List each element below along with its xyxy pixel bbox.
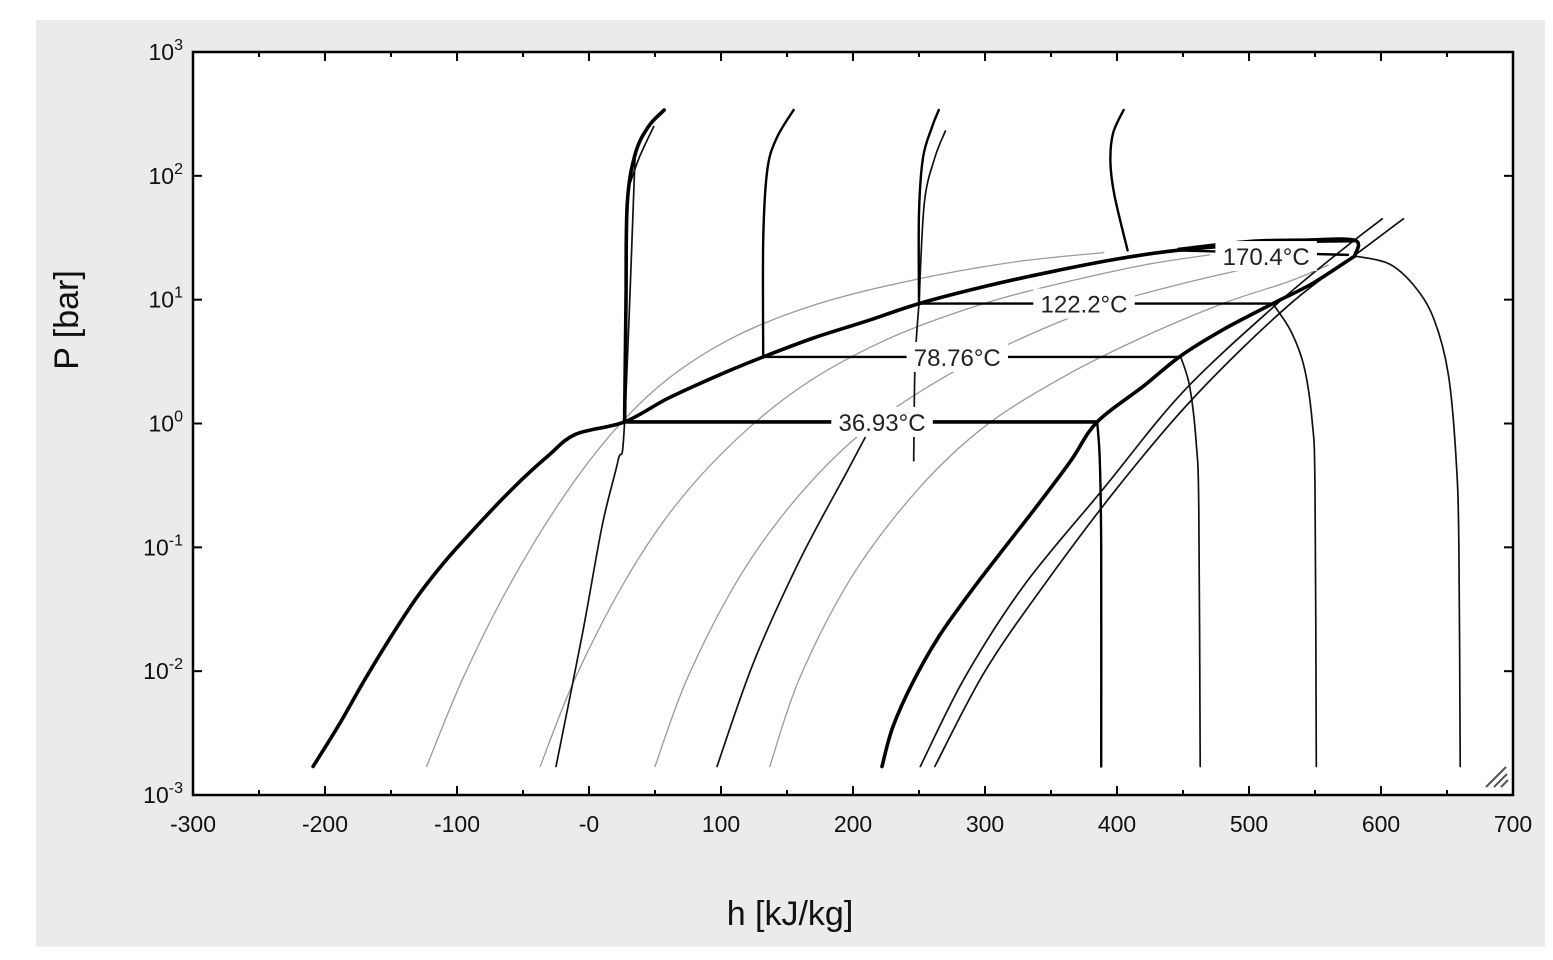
x-tick-label: 600: [1362, 811, 1400, 837]
y-tick-label: 10-1: [143, 532, 183, 560]
isotherm-label: 36.93°C: [839, 410, 926, 437]
isotherm-label: 170.4°C: [1223, 244, 1310, 271]
resize-grip-icon[interactable]: [1485, 766, 1509, 788]
isentrope-2-line: [716, 434, 868, 768]
isotherm-liquid-122.2C-line: [917, 108, 940, 305]
y-tick-label: 101: [149, 285, 184, 313]
isentrope-3b-line: [918, 130, 947, 305]
x-tick-label: -0: [579, 811, 599, 837]
vapor-isotherm-1-line: [1096, 420, 1103, 768]
x-tick-label: -300: [170, 811, 216, 837]
vapor-isotherm-4-line: [1353, 255, 1462, 768]
y-tick-label: 10-3: [143, 780, 183, 808]
y-tick-label: 100: [149, 409, 184, 437]
x-tick-label: 500: [1230, 811, 1268, 837]
quality-0.1-line: [425, 251, 1105, 768]
x-axis-title: h [kJ/kg]: [727, 895, 854, 933]
x-tick-label: 200: [834, 811, 872, 837]
isotherm-label-background: [1033, 288, 1135, 319]
y-tick-label: 10-2: [143, 656, 183, 684]
isotherm-liquid-36.93C-line: [622, 108, 666, 424]
x-tick-labels: -300 -200 -100 -0 100 200 300 400 500 600 700: [170, 811, 1532, 837]
isotherm-label-background: [831, 406, 933, 437]
x-tick-label: 100: [702, 811, 740, 837]
x-tick-label: 700: [1494, 811, 1532, 837]
isotherm-liquid-78.76C-line: [761, 108, 795, 359]
vapor-isotherm-3-line: [1271, 302, 1318, 768]
quality-0.7-line: [769, 264, 1329, 768]
y-axis-title: P [bar]: [48, 270, 86, 370]
isentrope-1-line: [555, 153, 637, 768]
isotherm-label-background: [906, 341, 1009, 372]
isentrope-vapor-1-line: [919, 217, 1384, 768]
vapor-isotherm-2-line: [1179, 355, 1202, 768]
isotherm-label-background: [1215, 241, 1317, 272]
x-tick-label: -100: [434, 811, 480, 837]
x-tick-label: 400: [1098, 811, 1136, 837]
y-tick-label: 103: [149, 37, 184, 65]
axis-ticks: [192, 51, 1514, 796]
isotherm-label-layer: 36.93°C 78.76°C 122.2°C 170.4°C: [831, 241, 1317, 437]
quality-0.5-line: [654, 264, 1263, 768]
isotherm-label: 122.2°C: [1041, 292, 1128, 319]
isotherm-liquid-170.4C-line: [1109, 108, 1129, 252]
quality-0.3-line: [539, 254, 1211, 768]
y-tick-label: 102: [149, 161, 184, 189]
saturated-vapor-line: [880, 254, 1357, 769]
isotherm-label: 78.76°C: [914, 345, 1001, 372]
x-tick-label: -200: [302, 811, 348, 837]
y-tick-labels: 103 102 101 100 10-1 10-2 10-3: [143, 37, 183, 808]
x-tick-label: 300: [966, 811, 1004, 837]
saturated-liquid-line: [311, 238, 1357, 769]
